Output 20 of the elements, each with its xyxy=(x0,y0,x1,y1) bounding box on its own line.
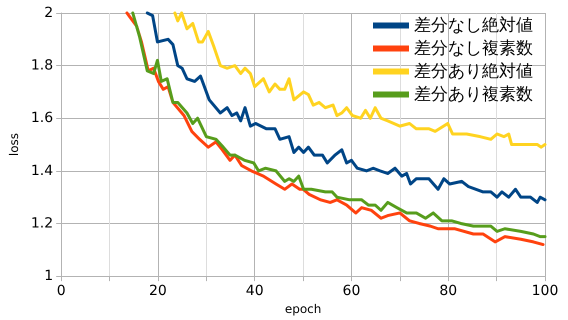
line-series xyxy=(173,12,546,149)
x-tick-label: 100 xyxy=(532,283,558,300)
y-tick-label: 1 xyxy=(44,268,54,284)
legend-label: 差分なし複素数 xyxy=(414,38,533,58)
y-tick-label: 1.2 xyxy=(30,215,54,232)
x-tick-label: 20 xyxy=(149,283,167,300)
legend-label: 差分あり絶対値 xyxy=(414,62,533,82)
y-tick-label: 1.6 xyxy=(30,110,54,126)
legend-label: 差分なし絶対値 xyxy=(414,16,533,36)
y-tick-label: 1.4 xyxy=(30,162,54,179)
x-tick-label: 60 xyxy=(342,283,360,300)
x-tick-label: 80 xyxy=(439,283,458,300)
x-tick-label: 0 xyxy=(56,283,66,300)
y-axis-title: loss xyxy=(7,132,21,156)
legend-label: 差分あり複素数 xyxy=(414,84,533,104)
y-tick-label: 2 xyxy=(44,5,54,21)
line-series xyxy=(146,12,546,204)
y-tick-label: 1.8 xyxy=(30,58,54,74)
x-tick-label: 40 xyxy=(246,283,264,300)
x-axis-title: epoch xyxy=(284,302,322,316)
